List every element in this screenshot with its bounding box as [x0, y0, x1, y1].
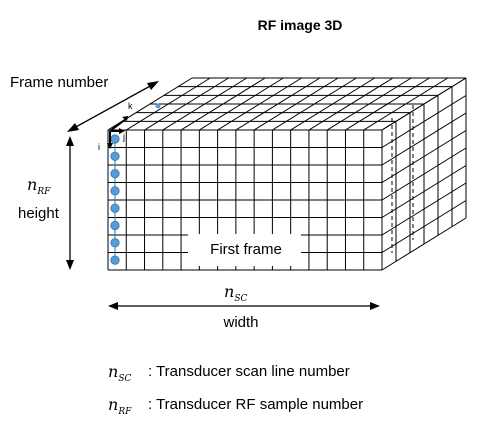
n-rf-symbol: nRF	[27, 175, 51, 197]
rf-sample-dot	[110, 186, 120, 196]
k-axis-arrowhead	[122, 116, 128, 121]
j-axis-arrowhead	[119, 128, 125, 134]
legend-rf-symbol: nRF	[108, 395, 132, 417]
side-grid-line	[381, 77, 467, 131]
width-label: width	[222, 314, 258, 331]
rf-sample-dot	[110, 169, 120, 179]
height-arrow	[66, 136, 74, 270]
j-axis-label: j	[122, 132, 125, 142]
diagram-title: RF image 3D	[258, 17, 343, 33]
rf-sample-dot	[110, 238, 120, 248]
hidden-edges	[391, 105, 414, 253]
ijk-axes	[109, 118, 127, 144]
rf-sample-dot	[110, 134, 120, 144]
k-direction-dot	[155, 103, 161, 109]
side-grid-line	[381, 112, 467, 166]
legend-sc-symbol: nSC	[108, 362, 131, 384]
legend-rf-text: : Transducer RF sample number	[148, 396, 363, 413]
side-grid-line	[381, 147, 467, 201]
rf-sample-dots	[110, 134, 120, 265]
n-sc-symbol: nSC	[224, 282, 247, 304]
legend: nSC : Transducer scan line number nRF : …	[108, 362, 363, 417]
rf-sample-dot	[110, 255, 120, 265]
k-axis-arrow	[109, 118, 127, 132]
rf-volume-box	[107, 77, 467, 271]
width-arrow	[108, 302, 380, 310]
i-axis-arrowhead	[107, 143, 113, 149]
side-grid-line	[381, 182, 467, 236]
rf-sample-dot	[110, 151, 120, 161]
rf-sample-dot	[110, 220, 120, 231]
frame-number-arrow	[67, 81, 159, 132]
rf-sample-dot	[110, 203, 120, 213]
i-axis-label: i	[98, 142, 100, 152]
side-grid-line	[381, 130, 467, 183]
k-axis-label: k	[128, 101, 133, 111]
side-grid-line	[381, 217, 467, 271]
frame-number-label: Frame number	[10, 74, 108, 91]
first-frame-box	[188, 234, 301, 266]
side-grid-line	[381, 165, 467, 218]
legend-sc-text: : Transducer scan line number	[148, 363, 350, 380]
height-label: height	[18, 205, 60, 222]
side-grid-line	[381, 200, 467, 253]
side-grid-line	[381, 95, 467, 148]
first-frame-label: First frame	[210, 241, 282, 258]
